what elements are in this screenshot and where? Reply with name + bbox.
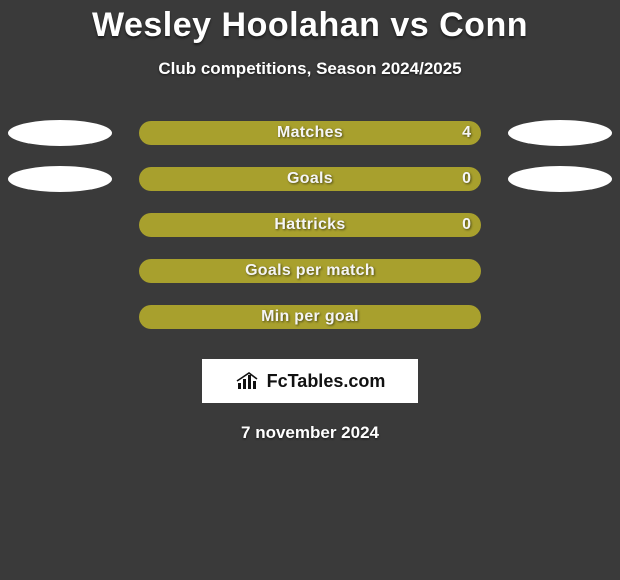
left-ellipse: [8, 120, 112, 146]
stat-rows: Matches 4 Goals 0 Hattricks 0 Goals: [0, 121, 620, 329]
stat-label: Goals: [287, 170, 333, 188]
stat-label: Matches: [277, 124, 343, 142]
stat-row: Goals per match: [0, 259, 620, 283]
stat-row: Goals 0: [0, 167, 620, 191]
stat-label: Hattricks: [274, 216, 345, 234]
stat-bar: Min per goal: [139, 305, 481, 329]
stat-row: Min per goal: [0, 305, 620, 329]
comparison-infographic: Wesley Hoolahan vs Conn Club competition…: [0, 0, 620, 580]
page-title: Wesley Hoolahan vs Conn: [0, 6, 620, 45]
logo: FcTables.com: [235, 371, 386, 392]
page-subtitle: Club competitions, Season 2024/2025: [0, 59, 620, 79]
logo-box: FcTables.com: [202, 359, 418, 403]
stat-bar: Hattricks 0: [139, 213, 481, 237]
stat-row: Matches 4: [0, 121, 620, 145]
right-ellipse: [508, 120, 612, 146]
left-ellipse: [8, 166, 112, 192]
stat-value: 0: [462, 170, 471, 188]
stat-value: 4: [462, 124, 471, 142]
right-ellipse: [508, 166, 612, 192]
logo-text: FcTables.com: [267, 371, 386, 392]
stat-bar: Matches 4: [139, 121, 481, 145]
stat-bar: Goals 0: [139, 167, 481, 191]
stat-bar: Goals per match: [139, 259, 481, 283]
stat-label: Min per goal: [261, 308, 359, 326]
stat-value: 0: [462, 216, 471, 234]
bar-chart-icon: [235, 371, 261, 391]
stat-row: Hattricks 0: [0, 213, 620, 237]
stat-label: Goals per match: [245, 262, 375, 280]
date-text: 7 november 2024: [0, 423, 620, 443]
